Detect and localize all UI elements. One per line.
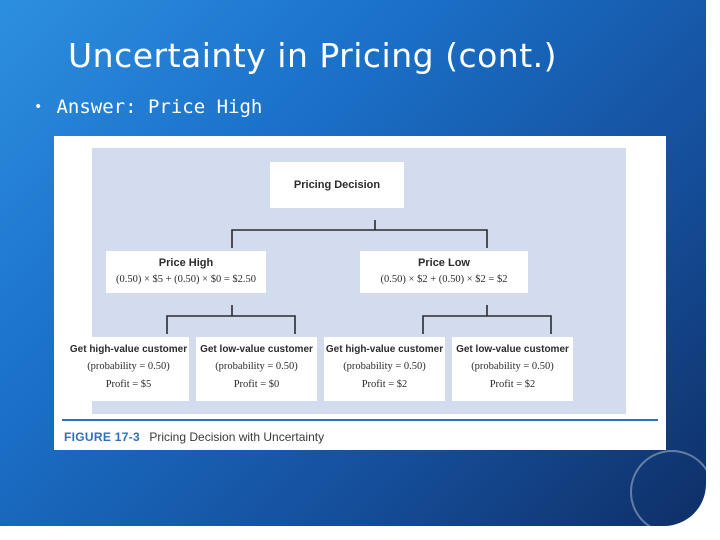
slide-background: Uncertainty in Pricing (cont.) • Answer:… — [0, 0, 706, 526]
outcome-high-low-value: Get low-value customer (probability = 0.… — [196, 337, 317, 401]
figure-caption: FIGURE 17-3 Pricing Decision with Uncert… — [64, 430, 324, 444]
connector-root-branches — [231, 220, 488, 248]
branch-formula: (0.50) × $2 + (0.50) × $2 = $2 — [380, 274, 508, 285]
outcome-profit: Profit = $2 — [361, 379, 408, 390]
outcome-profit: Profit = $2 — [489, 379, 536, 390]
bullet-dot-icon: • — [34, 99, 43, 115]
outcome-low-low-value: Get low-value customer (probability = 0.… — [452, 337, 573, 401]
bullet-item: • Answer: Price High — [34, 96, 262, 118]
caption-divider — [62, 419, 658, 421]
outcome-high-high-value: Get high-value customer (probability = 0… — [68, 337, 189, 401]
branch-label: Price Low — [418, 257, 470, 269]
branch-price-high: Price High (0.50) × $5 + (0.50) × $0 = $… — [106, 251, 266, 293]
decision-tree-figure: Pricing Decision Price High (0.50) × $5 … — [54, 136, 666, 450]
root-node: Pricing Decision — [270, 162, 404, 208]
connector-high-leaves — [166, 305, 296, 334]
branch-formula: (0.50) × $5 + (0.50) × $0 = $2.50 — [115, 274, 257, 285]
outcome-probability: (probability = 0.50) — [343, 361, 426, 372]
branch-label: Price High — [158, 257, 214, 269]
connector-low-leaves — [422, 305, 552, 334]
outcome-label: Get low-value customer — [200, 344, 313, 355]
branch-price-low: Price Low (0.50) × $2 + (0.50) × $2 = $2 — [360, 251, 528, 293]
outcome-probability: (probability = 0.50) — [87, 361, 170, 372]
outcome-label: Get high-value customer — [69, 344, 188, 355]
outcome-probability: (probability = 0.50) — [471, 361, 554, 372]
root-label: Pricing Decision — [293, 179, 381, 191]
outcome-label: Get low-value customer — [456, 344, 569, 355]
figure-number: FIGURE 17-3 — [64, 430, 140, 444]
figure-caption-text: Pricing Decision with Uncertainty — [149, 430, 325, 444]
tree-connectors — [166, 220, 552, 334]
outcome-profit: Profit = $0 — [233, 379, 280, 390]
outcome-label: Get high-value customer — [325, 344, 444, 355]
outcome-profit: Profit = $5 — [105, 379, 152, 390]
outcome-low-high-value: Get high-value customer (probability = 0… — [324, 337, 445, 401]
bullet-text: Answer: Price High — [56, 96, 263, 118]
slide-title: Uncertainty in Pricing (cont.) — [68, 36, 558, 75]
outcome-probability: (probability = 0.50) — [215, 361, 298, 372]
